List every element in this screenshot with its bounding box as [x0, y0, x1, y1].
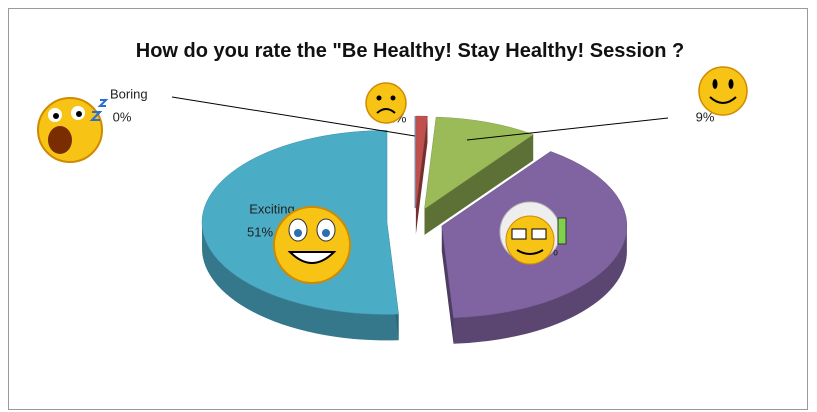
slice: [416, 116, 428, 208]
category-label: Exciting: [249, 201, 295, 216]
emoji-sleepy: [38, 98, 106, 162]
chart-title: How do you rate the "Be Healthy! Stay He…: [110, 34, 710, 68]
value-label: 51%: [247, 224, 273, 239]
emoji-sad: [366, 83, 406, 123]
emoji-grin: [274, 207, 350, 283]
page: Boring0%21%9%39%Exciting51%: [0, 0, 817, 412]
emoji-smile: [699, 67, 747, 115]
category-label: Boring: [110, 86, 148, 101]
value-label: 0%: [113, 109, 132, 124]
